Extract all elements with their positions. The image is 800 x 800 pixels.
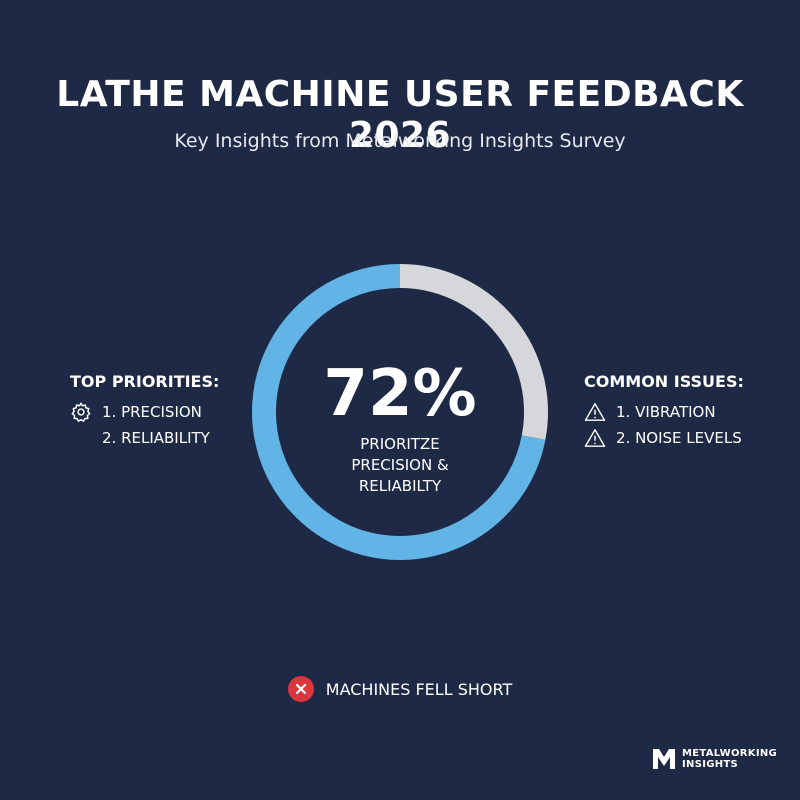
warning-icon [584,401,608,423]
donut-chart-svg [252,264,548,560]
issue-label: 1. VIBRATION [616,403,716,421]
donut-center-caption: PRIORITZE PRECISION & RELIABILTY [351,435,449,495]
brand-logo: METALWORKING INSIGHTS [652,748,777,770]
brand-line-1: METALWORKING [682,748,778,759]
donut-slice-0 [252,264,546,560]
priority-item: 2. RELIABILITY [70,425,250,451]
issue-item: 2. NOISE LEVELS [584,425,784,451]
issue-item: 1. VIBRATION [584,399,784,425]
donut-slice-1 [399,264,548,440]
donut-center-value: 72% [323,357,477,431]
common-issues-heading: COMMON ISSUES: [584,372,744,391]
page-title: LATHE MACHINE USER FEEDBACK 2026 [56,74,744,156]
brand-line-2: INSIGHTS [682,759,739,770]
donut-chart: 72% PRIORITZE PRECISION & RELIABILTY [250,262,550,562]
shortfall-note: MACHINES FELL SHORT [0,676,800,702]
brand-name: METALWORKING INSIGHTS [682,748,777,770]
issue-label: 2. NOISE LEVELS [616,429,742,447]
priority-label: 1. PRECISION [102,403,202,421]
close-icon [287,676,314,702]
top-priorities-heading: TOP PRIORITIES: [70,372,220,391]
brand-logo-mark [653,749,675,769]
gear-icon [70,401,94,423]
shortfall-text: MACHINES FELL SHORT [325,679,513,699]
page-subtitle: Key Insights from Metalworking Insights … [174,130,626,152]
common-issues-panel: COMMON ISSUES: 1. VIBRATION 2. NOISE LEV… [584,372,784,451]
warning-icon [584,427,608,449]
priority-label: 2. RELIABILITY [102,429,210,447]
priority-item: 1. PRECISION [70,399,250,425]
top-priorities-panel: TOP PRIORITIES: 1. PRECISION 2. RELIABIL… [70,372,250,451]
